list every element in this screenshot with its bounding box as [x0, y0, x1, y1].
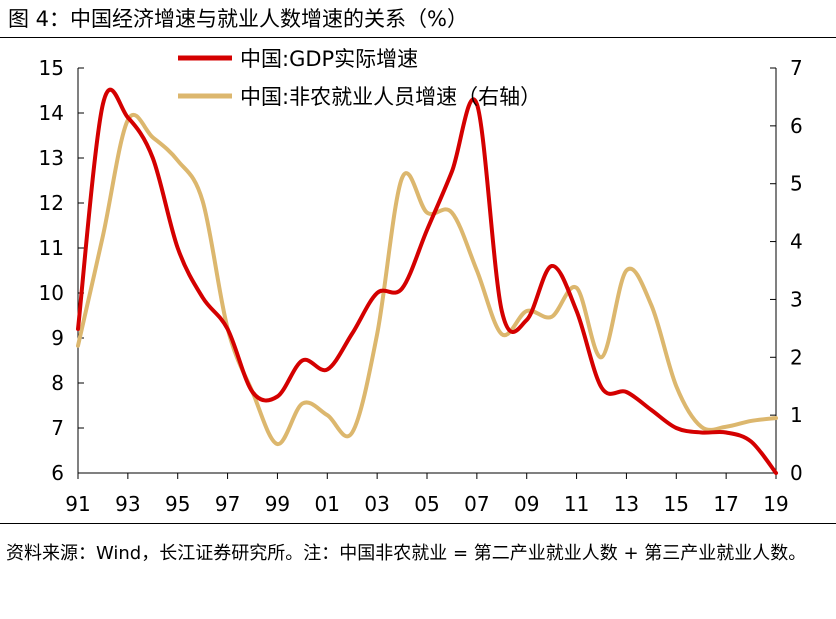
- source-note: 资料来源：Wind，长江证券研究所。注：中国非农就业 = 第二产业就业人数 + …: [6, 543, 807, 564]
- x-tick-label: 11: [564, 492, 589, 516]
- right-y-tick-label: 1: [790, 403, 803, 427]
- right-y-tick-label: 3: [790, 287, 803, 311]
- x-tick-label: 99: [265, 492, 290, 516]
- title-divider: [0, 37, 836, 38]
- x-tick-label: 17: [713, 492, 738, 516]
- x-tick-label: 91: [65, 492, 90, 516]
- right-y-tick-label: 0: [790, 461, 803, 485]
- left-y-tick-label: 13: [39, 146, 64, 170]
- legend-label: 中国:非农就业人员增速（右轴）: [240, 85, 541, 109]
- chart-bottom-divider: [0, 523, 836, 524]
- right-y-tick-label: 4: [790, 230, 803, 254]
- left-y-tick-label: 6: [51, 461, 64, 485]
- right-y-tick-label: 2: [790, 345, 803, 369]
- x-tick-label: 09: [514, 492, 539, 516]
- left-y-tick-label: 7: [51, 416, 64, 440]
- x-tick-label: 95: [165, 492, 190, 516]
- left-y-tick-label: 10: [39, 281, 64, 305]
- x-tick-label: 19: [763, 492, 788, 516]
- x-tick-label: 05: [414, 492, 439, 516]
- right-y-tick-label: 7: [790, 56, 803, 80]
- x-tick-label: 13: [614, 492, 639, 516]
- gdp-growth-line: [76, 87, 778, 475]
- right-y-tick-label: 6: [790, 114, 803, 138]
- x-tick-label: 93: [115, 492, 140, 516]
- employment-growth-line: [76, 112, 778, 447]
- left-y-tick-label: 14: [39, 101, 64, 125]
- chart-series: [76, 87, 778, 475]
- x-tick-label: 15: [664, 492, 689, 516]
- left-y-tick-label: 8: [51, 371, 64, 395]
- left-y-tick-label: 12: [39, 191, 64, 215]
- left-y-tick-label: 9: [51, 326, 64, 350]
- x-tick-label: 07: [464, 492, 489, 516]
- right-y-tick-label: 5: [790, 172, 803, 196]
- left-y-tick-label: 11: [39, 236, 64, 260]
- x-tick-label: 01: [315, 492, 340, 516]
- figure-title: 图 4：中国经济增速与就业人数增速的关系（%）: [8, 7, 468, 31]
- x-tick-label: 03: [364, 492, 389, 516]
- x-tick-label: 97: [215, 492, 240, 516]
- legend-label: 中国:GDP实际增速: [240, 47, 418, 71]
- left-y-tick-label: 15: [39, 56, 64, 80]
